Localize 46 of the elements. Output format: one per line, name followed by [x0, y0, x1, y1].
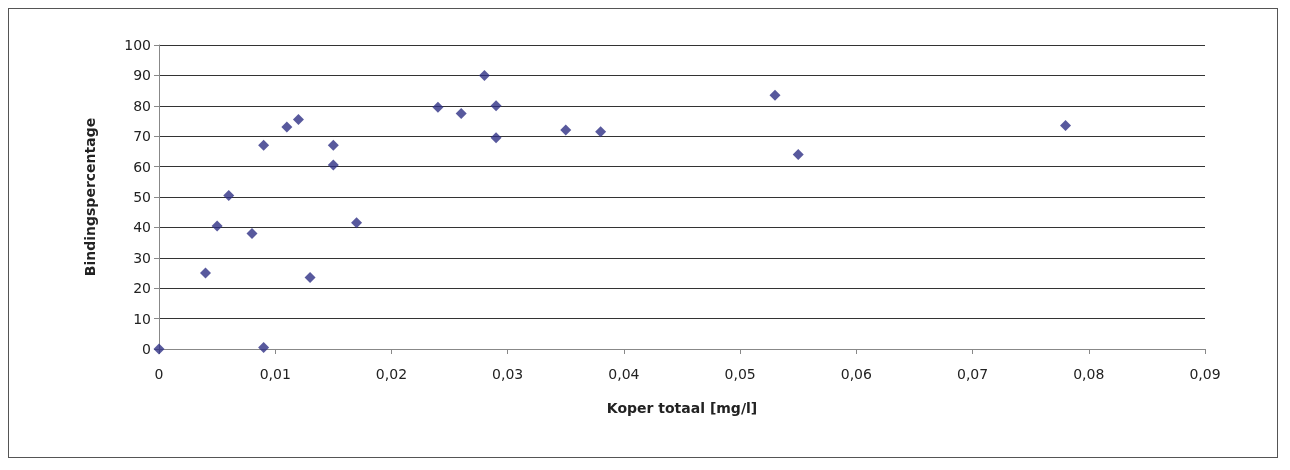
point	[258, 139, 270, 151]
y-tick-label: 60	[133, 158, 151, 175]
point	[490, 100, 502, 112]
x-tick-label: 0,04	[608, 366, 640, 382]
y-tick-label: 80	[133, 97, 151, 114]
point	[478, 69, 490, 81]
point	[304, 272, 316, 284]
x-tick-label: 0,01	[259, 366, 291, 382]
y-tick-label: 40	[133, 219, 151, 236]
x-tick-label: 0,06	[840, 366, 873, 382]
point	[327, 159, 339, 171]
point	[792, 148, 804, 160]
x-tick-label: 0,09	[1189, 366, 1221, 382]
point	[292, 113, 304, 125]
point	[560, 124, 572, 136]
point	[490, 132, 502, 144]
y-tick-label: 20	[133, 280, 151, 297]
point	[327, 139, 339, 151]
y-tick-label: 0	[142, 341, 151, 357]
y-tick-label: 70	[133, 128, 151, 145]
y-tick-label: 10	[133, 310, 151, 327]
x-tick-label: 0,02	[375, 366, 408, 382]
y-tick-label: 100	[124, 37, 151, 53]
x-axis-title: Koper totaal [mg/l]	[606, 400, 758, 416]
x-tick-label: 0,07	[956, 366, 989, 382]
point	[211, 220, 223, 232]
y-axis-title: Bindingspercentage	[82, 117, 98, 277]
x-tick-label: 0	[154, 366, 164, 382]
point	[432, 101, 444, 113]
x-tick-label: 0,03	[492, 366, 524, 382]
point	[455, 107, 467, 119]
x-tick-label: 0,08	[1073, 366, 1105, 382]
point	[281, 121, 293, 133]
point	[1060, 120, 1072, 132]
point	[595, 126, 607, 138]
point	[246, 227, 258, 239]
x-tick-label: 0,05	[724, 366, 756, 382]
point	[351, 217, 363, 229]
point	[258, 341, 270, 353]
point	[223, 189, 235, 201]
y-tick-label: 30	[133, 249, 151, 266]
y-tick-label: 50	[133, 189, 151, 205]
point	[199, 267, 211, 279]
point	[769, 89, 781, 101]
point	[153, 343, 165, 355]
y-tick-label: 90	[133, 67, 151, 84]
